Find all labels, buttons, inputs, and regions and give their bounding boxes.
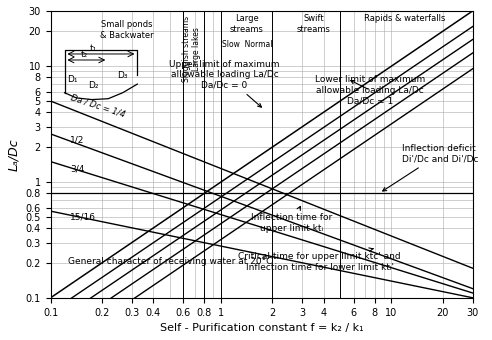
Text: Slow  Normal: Slow Normal: [222, 39, 272, 49]
Text: Large
streams: Large streams: [230, 14, 264, 34]
Text: Rapids & waterfalls: Rapids & waterfalls: [364, 14, 446, 23]
Text: Upper limit of maximum
allowable loading La/Dc
Da/Dc = 0: Upper limit of maximum allowable loading…: [169, 60, 280, 107]
Text: Swift
streams: Swift streams: [297, 14, 331, 34]
X-axis label: Self - Purification constant f = k₂ / k₁: Self - Purification constant f = k₂ / k₁: [160, 323, 364, 333]
Text: Critical time for upper limit ktᴄ' and
Inflection time for lower limit ktᵢ': Critical time for upper limit ktᴄ' and I…: [239, 248, 401, 272]
Text: 1/2: 1/2: [70, 136, 85, 144]
Text: Sluggish streams
Large lakes: Sluggish streams Large lakes: [182, 16, 201, 82]
Text: Da / Dc = 1/4: Da / Dc = 1/4: [70, 93, 127, 119]
Text: 3/4: 3/4: [70, 164, 85, 173]
Y-axis label: Lₐ/Dᴄ: Lₐ/Dᴄ: [7, 138, 20, 171]
Text: Small ponds
& Backwater: Small ponds & Backwater: [100, 20, 154, 39]
Text: Inflection time for
upper limit ktᵢ: Inflection time for upper limit ktᵢ: [251, 206, 332, 233]
Text: General character of receiving water at 20°C: General character of receiving water at …: [67, 257, 272, 266]
Text: Lower limit of maximum
allowable loading La/Dc
Da/Dc = 1: Lower limit of maximum allowable loading…: [315, 75, 425, 105]
Text: 15/16: 15/16: [70, 212, 96, 221]
Text: Inflection deficit
Di'/Dc and Di'/Dc: Inflection deficit Di'/Dc and Di'/Dc: [383, 144, 478, 191]
